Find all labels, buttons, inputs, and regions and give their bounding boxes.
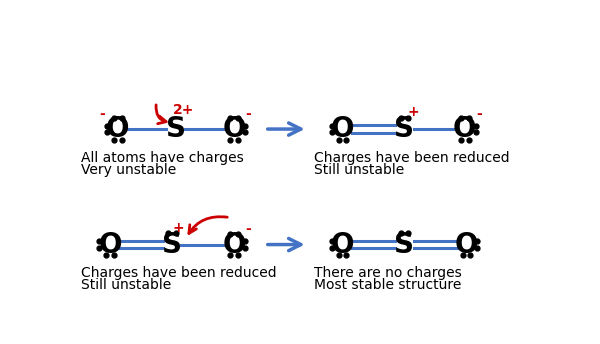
- Text: -: -: [245, 107, 251, 121]
- Text: Still unstable: Still unstable: [81, 278, 172, 292]
- Text: All atoms have charges: All atoms have charges: [81, 151, 244, 165]
- Text: O: O: [455, 230, 478, 259]
- Text: Very unstable: Very unstable: [81, 163, 176, 177]
- Text: Still unstable: Still unstable: [314, 163, 404, 177]
- Text: O: O: [98, 230, 122, 259]
- FancyArrowPatch shape: [156, 105, 166, 124]
- Text: Charges have been reduced: Charges have been reduced: [81, 266, 277, 280]
- Text: -: -: [245, 222, 251, 236]
- Text: S: S: [162, 230, 182, 259]
- Text: O: O: [222, 230, 245, 259]
- Text: 2+: 2+: [173, 103, 194, 117]
- Text: O: O: [331, 115, 354, 143]
- Text: +: +: [172, 221, 184, 235]
- FancyArrowPatch shape: [189, 217, 227, 233]
- Text: S: S: [394, 115, 415, 143]
- Text: -: -: [99, 107, 105, 121]
- Text: Charges have been reduced: Charges have been reduced: [314, 151, 509, 165]
- Text: O: O: [453, 115, 476, 143]
- Text: Most stable structure: Most stable structure: [314, 278, 461, 292]
- Text: S: S: [394, 230, 415, 259]
- Text: O: O: [106, 115, 130, 143]
- Text: There are no charges: There are no charges: [314, 266, 461, 280]
- Text: O: O: [222, 115, 245, 143]
- Text: +: +: [408, 105, 419, 119]
- Text: -: -: [476, 107, 482, 121]
- Text: S: S: [166, 115, 186, 143]
- Text: O: O: [331, 230, 354, 259]
